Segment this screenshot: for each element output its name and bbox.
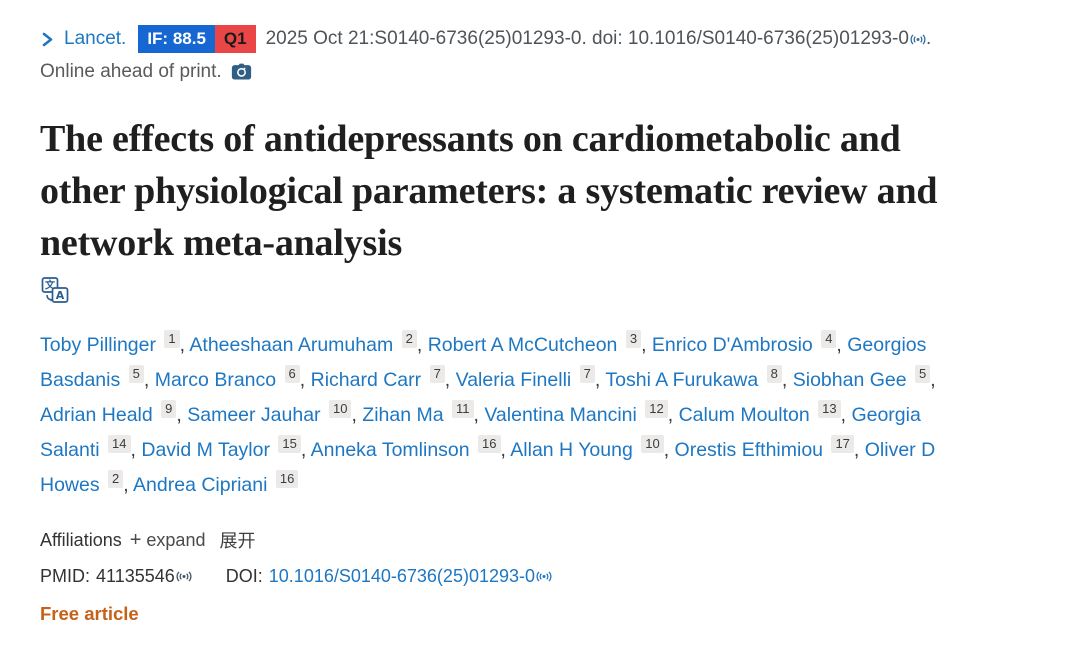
author-link[interactable]: Valentina Mancini [484, 404, 637, 426]
expand-label: expand [146, 529, 206, 550]
author-link[interactable]: Siobhan Gee [792, 369, 907, 391]
author-affiliation-sup[interactable]: 13 [818, 400, 841, 418]
author-separator: , [130, 439, 142, 461]
author-separator: , [416, 334, 428, 356]
author-separator: , [853, 439, 865, 461]
author-affiliation-sup[interactable]: 8 [766, 365, 782, 383]
author-separator: , [840, 404, 852, 426]
plus-icon: + [129, 528, 142, 551]
author-affiliation-sup[interactable]: 16 [478, 435, 501, 453]
affiliations-expand-button[interactable]: + expand [130, 529, 206, 552]
author-link[interactable]: Orestis Efthimiou [674, 439, 824, 461]
author-separator: , [444, 369, 456, 391]
author-separator: , [176, 404, 188, 426]
author-link[interactable]: Enrico D'Ambrosio [651, 334, 813, 356]
author-link[interactable]: Toby Pillinger [40, 334, 156, 356]
author-affiliation-sup[interactable]: 14 [108, 435, 131, 453]
article-citation-page: Lancet. IF: 88.5 Q1 2025 Oct 21:S0140-67… [40, 24, 1030, 624]
author-affiliation-sup[interactable]: 17 [831, 435, 854, 453]
camera-icon[interactable] [231, 63, 252, 81]
pmid-group: PMID: 41135546 [40, 566, 192, 587]
citation-trailing-period: . [925, 28, 932, 49]
impact-factor-badge[interactable]: IF: 88.5 [138, 25, 215, 53]
author-separator: , [663, 439, 675, 461]
author-affiliation-sup[interactable]: 2 [108, 470, 124, 488]
affiliations-label: Affiliations [40, 529, 122, 550]
author-affiliation-sup[interactable]: 10 [641, 435, 664, 453]
doi-label: DOI: [225, 566, 263, 586]
author-separator: , [930, 369, 936, 391]
author-separator: , [781, 369, 793, 391]
author-link[interactable]: Valeria Finelli [455, 369, 572, 391]
author-separator: , [836, 334, 848, 356]
expand-translated-label[interactable]: 展开 [219, 531, 256, 551]
author-link[interactable]: Sameer Jauhar [187, 404, 321, 426]
author-affiliation-sup[interactable]: 2 [401, 330, 417, 348]
author-separator: , [299, 369, 311, 391]
journal-link[interactable]: Lancet. [64, 28, 127, 49]
identifiers-row: PMID: 41135546 DOI: 10.1016/S0140-6736(2… [40, 566, 1030, 587]
author-affiliation-sup[interactable]: 5 [128, 365, 144, 383]
author-affiliation-sup[interactable]: 16 [275, 470, 299, 488]
authors-list: Toby Pillinger 1, Atheeshaan Arumuham 2,… [40, 328, 960, 503]
author-link[interactable]: Richard Carr [310, 369, 422, 391]
author-separator: , [500, 439, 511, 461]
author-affiliation-sup[interactable]: 7 [579, 365, 595, 383]
author-link[interactable]: Allan H Young [510, 439, 633, 461]
author-separator: , [351, 404, 363, 426]
author-link[interactable]: Adrian Heald [40, 404, 153, 426]
author-affiliation-sup[interactable]: 9 [161, 400, 177, 418]
author-separator: , [594, 369, 606, 391]
author-link[interactable]: Andrea Cipriani [133, 474, 268, 496]
author-link[interactable]: Calum Moulton [678, 404, 810, 426]
online-ahead-line: Online ahead of print. [40, 57, 1030, 87]
author-link[interactable]: Zihan Ma [362, 404, 444, 426]
author-affiliation-sup[interactable]: 7 [429, 365, 445, 383]
author-separator: , [300, 439, 311, 461]
online-ahead-text: Online ahead of print. [40, 61, 222, 82]
author-affiliation-sup[interactable]: 11 [452, 400, 474, 418]
chevron-right-icon[interactable] [40, 31, 55, 48]
author-affiliation-sup[interactable]: 6 [284, 365, 300, 383]
author-affiliation-sup[interactable]: 3 [625, 330, 642, 348]
author-link[interactable]: Georgios Basdanis [40, 334, 927, 391]
author-link[interactable]: Toshi A Furukawa [605, 369, 759, 391]
doi-group: DOI: 10.1016/S0140-6736(25)01293-0 [226, 566, 552, 587]
quartile-badge[interactable]: Q1 [214, 25, 256, 53]
citation-line: Lancet. IF: 88.5 Q1 2025 Oct 21:S0140-67… [40, 24, 1030, 54]
author-affiliation-sup[interactable]: 12 [645, 400, 668, 418]
author-link[interactable]: David M Taylor [141, 439, 270, 461]
author-link[interactable]: Oliver D Howes [40, 439, 936, 496]
free-article-badge: Free article [40, 603, 139, 624]
article-title: The effects of antidepressants on cardio… [40, 118, 938, 264]
author-link[interactable]: Robert A McCutcheon [427, 334, 618, 356]
author-affiliation-sup[interactable]: 5 [915, 365, 931, 383]
author-separator: , [473, 404, 485, 426]
author-link[interactable]: Atheeshaan Arumuham [189, 334, 394, 356]
citation-text: 2025 Oct 21:S0140-6736(25)01293-0. doi: … [265, 28, 909, 49]
author-link[interactable]: Anneka Tomlinson [310, 439, 470, 461]
author-separator: , [667, 404, 679, 426]
author-separator: , [123, 474, 134, 496]
author-separator: , [143, 369, 155, 391]
author-separator: , [641, 334, 652, 356]
affiliations-row: Affiliations + expand 展开 [40, 527, 1030, 553]
full-text-signal-icon[interactable] [910, 33, 926, 46]
author-separator: , [179, 334, 190, 356]
pmid-value: 41135546 [96, 566, 175, 586]
translate-icon[interactable]: 文 A [40, 275, 70, 310]
pmid-label: PMID: [40, 566, 91, 586]
doi-signal-icon[interactable] [536, 570, 552, 583]
svg-text:文: 文 [45, 279, 56, 292]
doi-link[interactable]: 10.1016/S0140-6736(25)01293-0 [268, 566, 536, 586]
author-link[interactable]: Georgia Salanti [40, 404, 921, 461]
author-link[interactable]: Marco Branco [154, 369, 277, 391]
author-affiliation-sup[interactable]: 1 [164, 330, 180, 348]
svg-text:A: A [56, 289, 65, 302]
pmid-signal-icon[interactable] [176, 570, 192, 583]
author-affiliation-sup[interactable]: 4 [821, 330, 837, 348]
author-affiliation-sup[interactable]: 10 [328, 400, 352, 418]
author-affiliation-sup[interactable]: 15 [278, 435, 301, 453]
